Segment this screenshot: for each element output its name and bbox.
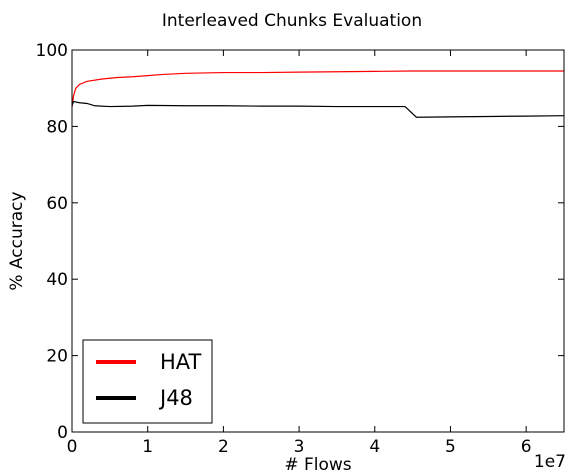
y-tick-label: 60 (46, 194, 68, 214)
series-line-hat (72, 70, 564, 108)
legend-label-hat: HAT (160, 350, 202, 374)
legend-label-j48: J48 (158, 386, 193, 410)
y-tick-label: 20 (46, 347, 68, 367)
x-tick-label: 6 (521, 437, 532, 457)
legend: HAT J48 (82, 339, 213, 424)
y-tick-label: 40 (46, 270, 68, 290)
y-tick-label: 100 (36, 41, 68, 61)
x-axis-label: # Flows (284, 455, 351, 472)
y-tick-label: 80 (46, 117, 68, 137)
chart-title: Interleaved Chunks Evaluation (162, 11, 422, 31)
x-offset-label: 1e7 (534, 452, 566, 472)
plot-frame (71, 49, 565, 433)
x-tick-label: 0 (67, 437, 78, 457)
x-tick-label: 1 (142, 437, 153, 457)
x-ticks: 0 1 2 3 4 5 6 (67, 50, 532, 457)
x-tick-label: 5 (445, 437, 456, 457)
x-tick-label: 3 (294, 437, 305, 457)
x-tick-label: 2 (218, 437, 229, 457)
series-lines (72, 70, 564, 118)
legend-box (82, 339, 213, 424)
y-axis-label: % Accuracy (7, 191, 27, 290)
y-tick-label: 0 (57, 423, 68, 443)
x-tick-label: 4 (369, 437, 380, 457)
y-ticks: 0 20 40 60 80 100 (36, 41, 564, 443)
series-line-j48 (72, 100, 564, 118)
